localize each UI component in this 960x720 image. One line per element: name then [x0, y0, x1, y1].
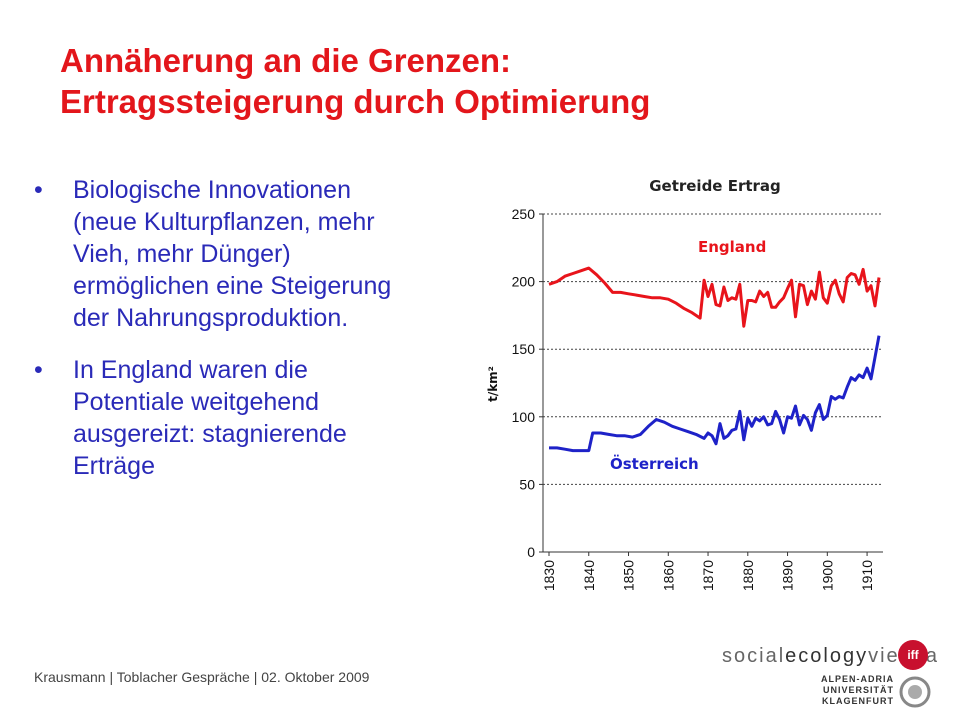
bullet-list: • Biologische Innovationen (neue Kulturp…: [34, 174, 484, 502]
y-axis-label: t/km²: [486, 366, 500, 402]
bullet-line: der Nahrungsproduktion.: [73, 304, 349, 332]
bullet-line: Vieh, mehr Dünger): [73, 240, 291, 268]
y-tick-label: 100: [512, 409, 536, 425]
series-label: England: [698, 238, 766, 256]
y-tick-label: 200: [512, 274, 536, 290]
x-tick-label: 1880: [740, 560, 756, 591]
y-tick-label: 50: [519, 476, 535, 492]
bullet-line: Biologische Innovationen: [73, 176, 351, 204]
university-seal-icon: [899, 676, 931, 708]
x-tick-label: 1840: [581, 560, 597, 591]
footer-text: Krausmann | Toblacher Gespräche | 02. Ok…: [34, 669, 370, 685]
bullet-line: In England waren die: [73, 356, 308, 384]
chart-axes: 0 50 100 150 200 250 1830 1840 1850 1860 1870 1880 1…: [512, 206, 883, 591]
bullet-item: • In England waren die Potentiale weitge…: [34, 354, 484, 482]
logo-word-ecology: ecology: [785, 645, 869, 667]
x-tick-label: 1910: [859, 560, 875, 591]
iff-logo-icon: iff: [898, 640, 928, 670]
bullet-item: • Biologische Innovationen (neue Kulturp…: [34, 174, 484, 334]
yield-chart: Getreide Ertrag 0 50 100 150 200 250 1830 1840 1…: [486, 177, 883, 591]
bullet-line: Potentiale weitgehend: [73, 388, 320, 416]
uni-line: KLAGENFURT: [822, 696, 894, 706]
bullet-icon: •: [34, 176, 43, 204]
bullet-line: Erträge: [73, 452, 155, 480]
chart-title: Getreide Ertrag: [649, 177, 781, 195]
x-tick-label: 1900: [819, 560, 835, 591]
bullet-line: ausgereizt: stagnierende: [73, 420, 347, 448]
uni-line: ALPEN-ADRIA: [821, 674, 894, 684]
x-tick-label: 1890: [780, 560, 796, 591]
slide-title: Annäherung an die Grenzen: Ertragssteige…: [60, 40, 920, 122]
slide-title-line-1: Annäherung an die Grenzen:: [60, 42, 512, 79]
series-label: Österreich: [610, 454, 699, 473]
logo-word-social: social: [722, 645, 786, 667]
y-tick-label: 150: [512, 341, 536, 357]
university-logo-text: ALPEN-ADRIA UNIVERSITÄT KLAGENFURT: [820, 674, 894, 707]
x-tick-label: 1870: [700, 560, 716, 591]
x-tick-label: 1860: [660, 560, 676, 591]
chart-grid: [543, 213, 883, 485]
y-tick-label: 0: [527, 544, 535, 560]
x-tick-label: 1850: [621, 560, 637, 591]
bullet-line: ermöglichen eine Steigerung: [73, 272, 392, 300]
y-tick-label: 250: [512, 206, 536, 222]
bullet-line: (neue Kulturpflanzen, mehr: [73, 208, 375, 236]
uni-line: UNIVERSITÄT: [822, 685, 894, 695]
x-tick-label: 1830: [541, 560, 557, 591]
series-line-oesterreich: [549, 335, 881, 453]
slide-title-line-2: Ertragssteigerung durch Optimierung: [60, 83, 651, 120]
bullet-icon: •: [34, 356, 43, 384]
series-line-england: [548, 266, 881, 328]
chart-series: [548, 266, 881, 453]
chart-labels: England Österreich: [610, 238, 766, 473]
